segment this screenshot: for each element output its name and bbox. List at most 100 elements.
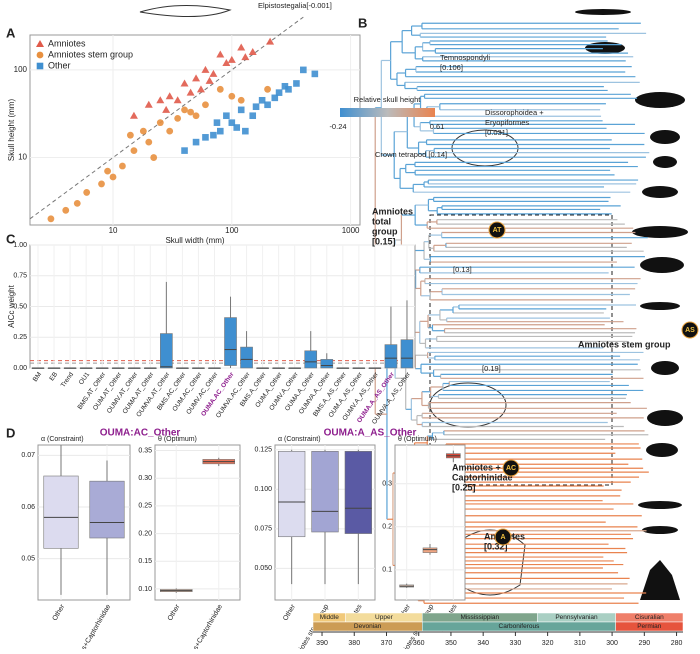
x-tick-label: 380 (348, 640, 360, 647)
point (104, 167, 111, 175)
point (119, 162, 126, 170)
silhouette (646, 443, 678, 457)
y-axis-title: AICc weight (7, 284, 16, 327)
point (237, 96, 245, 104)
legend-marker (36, 62, 44, 70)
point (223, 112, 230, 120)
x-tick-label: 290 (638, 640, 650, 647)
legend-label: Other (48, 60, 71, 70)
point (311, 70, 319, 78)
point (222, 58, 231, 66)
point (209, 69, 218, 77)
colorbar-label: 0.61 (430, 122, 445, 131)
silhouette (632, 226, 688, 238)
y-tick-label: 0.00 (13, 365, 27, 372)
point (139, 127, 147, 135)
node-badge (502, 459, 520, 477)
box (384, 344, 398, 369)
y-tick-label: 0.25 (13, 334, 27, 341)
panel-label: D (6, 425, 15, 440)
box (240, 346, 253, 369)
point (237, 43, 246, 51)
subplot-title: θ (Optimum) (398, 436, 437, 443)
point (192, 112, 200, 120)
x-tick-label: 300 (606, 640, 618, 647)
box (224, 317, 237, 366)
point (233, 124, 241, 131)
colorbar-label: -0.24 (329, 122, 346, 131)
point (62, 206, 70, 214)
silhouette (642, 526, 678, 534)
point (248, 47, 257, 55)
node-badge (681, 321, 699, 339)
box (89, 480, 125, 539)
silhouette (585, 42, 625, 54)
node-badge (488, 221, 506, 239)
y-tick-label: 0.25 (138, 503, 152, 510)
silhouette (642, 186, 678, 198)
point (83, 189, 91, 196)
silhouette (651, 361, 679, 375)
point (156, 96, 165, 104)
clade-label: Dissorophoidea + (485, 108, 544, 117)
point (264, 101, 271, 109)
clade-label: group (372, 226, 398, 236)
point (242, 127, 249, 135)
plot-area (29, 34, 361, 226)
y-tick-label: 10 (18, 153, 27, 162)
point (192, 74, 201, 82)
point (293, 80, 300, 87)
time-interval-label: Carboniferous (499, 623, 541, 630)
silhouette (653, 156, 677, 168)
point (228, 119, 236, 126)
clade-label: Temnospondyli (440, 53, 490, 62)
silhouette (650, 130, 680, 144)
group-title: OUMA:A_AS_Other (324, 428, 417, 439)
clade-label: [0.106] (440, 63, 463, 72)
x-tick-label: 280 (671, 640, 683, 647)
subplot-title: θ (Optimum) (158, 436, 197, 443)
node-badge-label: AC (506, 465, 516, 472)
clade-label: total (372, 216, 391, 226)
box (160, 333, 173, 369)
silhouette (638, 501, 682, 509)
point (145, 138, 153, 146)
point (201, 65, 210, 73)
point (98, 180, 105, 188)
point (181, 106, 188, 114)
clade-label: [0.32] (484, 541, 508, 551)
point (180, 79, 189, 87)
clade-label: Captorhinidae (452, 472, 513, 482)
point (196, 85, 205, 93)
point (73, 199, 81, 207)
clade-label: [0.15] (372, 236, 396, 246)
point (202, 134, 209, 141)
clade-label: Eryopiformes (485, 118, 529, 127)
silhouette (647, 410, 683, 426)
panel-label: C (6, 231, 16, 246)
point (210, 131, 217, 139)
clade-label: Amniotes (372, 206, 413, 216)
y-tick-label: 1.00 (13, 242, 27, 249)
legend-label: Amniotes (48, 38, 86, 48)
legend-label: Amniotes stem group (48, 49, 133, 59)
time-interval-label: Pennsylvanian (555, 614, 598, 621)
time-interval-label: Mississippian (460, 614, 499, 621)
point (174, 114, 182, 122)
colorbar-title: Relative skull height (354, 95, 422, 104)
x-tick-label: 10 (109, 226, 118, 235)
silhouette (635, 92, 685, 108)
reference-line (29, 16, 304, 220)
y-tick-label: 0.75 (13, 273, 27, 280)
y-tick-label: 0.07 (21, 452, 35, 459)
box (400, 339, 414, 369)
point (173, 96, 182, 104)
time-interval-label: Upper (375, 614, 394, 621)
point (227, 55, 236, 63)
y-tick-label: 0.06 (21, 504, 35, 511)
clade-label: [0.13] (453, 265, 472, 274)
time-interval (615, 621, 684, 632)
point (165, 92, 174, 100)
panel-label: B (358, 15, 367, 30)
point (156, 119, 164, 127)
